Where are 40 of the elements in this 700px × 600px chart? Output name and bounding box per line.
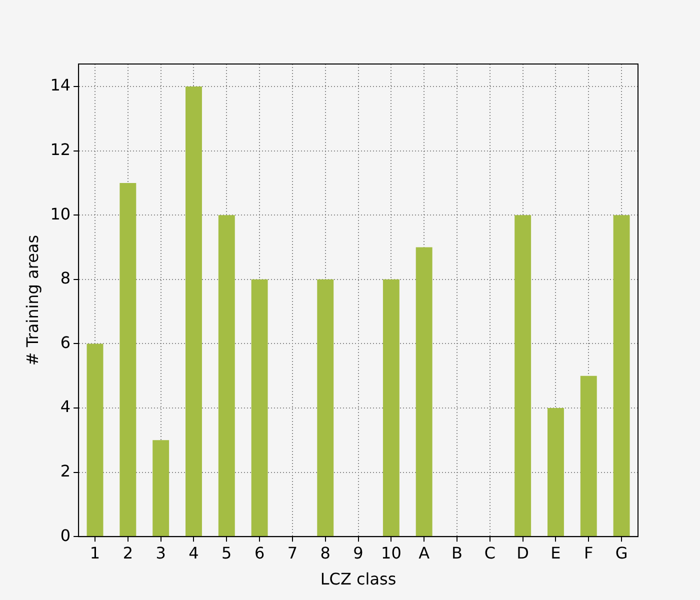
y-tick-label: 4: [60, 397, 71, 416]
bar: [382, 279, 400, 536]
y-axis-title: # Training areas: [22, 234, 42, 366]
y-tick-label: 14: [50, 76, 71, 95]
x-tick-label: E: [550, 543, 561, 562]
x-tick-label: 4: [188, 543, 199, 562]
y-tick-label: 10: [50, 204, 71, 224]
bar: [548, 408, 564, 536]
bar: [86, 344, 104, 536]
bar: [120, 182, 136, 536]
x-tick-label: C: [484, 543, 496, 562]
bar: [317, 279, 334, 536]
x-tick-label: 2: [122, 543, 134, 562]
x-tick-label: 5: [222, 543, 232, 562]
y-tick-label: 0: [60, 526, 71, 545]
bar: [152, 440, 170, 536]
bar: [186, 86, 202, 536]
y-tick-label: 12: [50, 140, 71, 159]
bar: [416, 247, 432, 536]
bar: [580, 376, 597, 536]
bar: [514, 215, 532, 536]
x-tick-label: 8: [320, 543, 330, 562]
x-tick-label: F: [584, 543, 594, 562]
y-tick-label: 8: [60, 268, 71, 288]
y-tick-label: 6: [60, 332, 71, 352]
bar: [251, 279, 268, 536]
x-tick-label: 6: [254, 543, 265, 562]
x-tick-label: G: [615, 543, 628, 562]
x-tick-label: 1: [90, 543, 100, 562]
x-tick-label: 7: [287, 543, 298, 562]
x-axis-title: LCZ class: [320, 570, 396, 589]
y-tick-label: 2: [60, 461, 71, 480]
bar: [613, 215, 630, 536]
x-tick-label: 3: [156, 543, 166, 562]
x-tick-label: 10: [381, 543, 402, 562]
bar: [218, 215, 235, 536]
x-tick-label: B: [452, 543, 462, 562]
x-tick-label: D: [516, 543, 529, 562]
x-tick-label: 9: [353, 543, 364, 562]
x-tick-label: A: [418, 543, 430, 562]
